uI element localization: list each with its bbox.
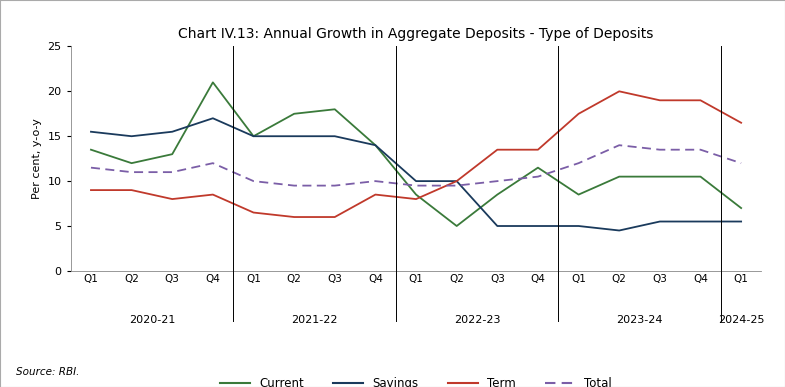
Title: Chart IV.13: Annual Growth in Aggregate Deposits - Type of Deposits: Chart IV.13: Annual Growth in Aggregate … bbox=[178, 27, 654, 41]
Y-axis label: Per cent, y-o-y: Per cent, y-o-y bbox=[32, 118, 42, 199]
Text: 2024-25: 2024-25 bbox=[717, 315, 765, 325]
Legend: Current, Savings, Term, Total: Current, Savings, Term, Total bbox=[215, 373, 617, 387]
Text: 2023-24: 2023-24 bbox=[616, 315, 663, 325]
Text: Source: RBI.: Source: RBI. bbox=[16, 367, 79, 377]
Text: 2021-22: 2021-22 bbox=[291, 315, 338, 325]
Text: 2022-23: 2022-23 bbox=[454, 315, 500, 325]
Text: 2020-21: 2020-21 bbox=[129, 315, 175, 325]
